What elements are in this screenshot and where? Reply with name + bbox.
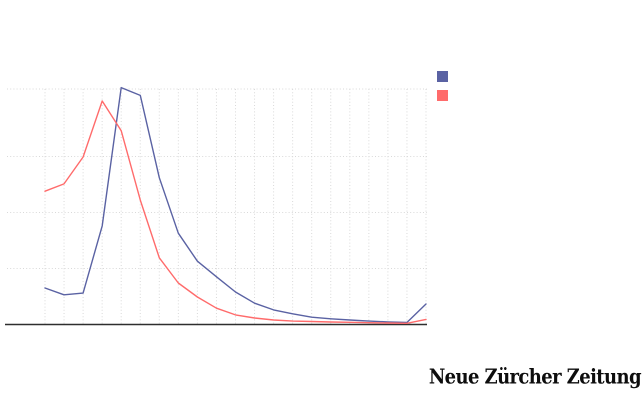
blue-series-line bbox=[44, 86, 427, 324]
legend-swatch-red[interactable] bbox=[437, 90, 448, 101]
red-series-line bbox=[44, 100, 427, 324]
legend-swatch-blue[interactable] bbox=[437, 71, 448, 82]
chart-legend bbox=[437, 71, 497, 109]
nzz-wordmark-logo: Neue Zürcher Zeitung bbox=[428, 365, 642, 390]
